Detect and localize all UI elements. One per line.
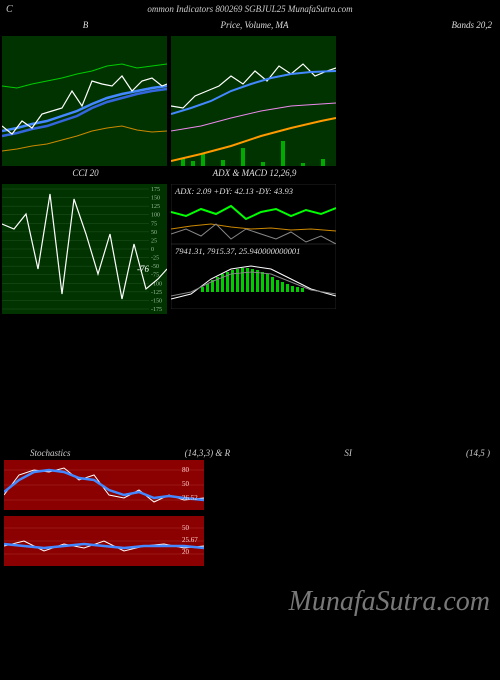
svg-text:80: 80: [182, 466, 190, 474]
svg-text:50: 50: [182, 524, 190, 532]
svg-text:50: 50: [151, 230, 157, 236]
svg-text:ADX: 2.09 +DY: 42.13 -DY: 43.9: ADX: 2.09 +DY: 42.13 -DY: 43.93: [174, 186, 293, 196]
stoch-label-si: SI: [344, 448, 352, 458]
svg-text:-25: -25: [151, 256, 159, 262]
stoch-label-left: Stochastics: [30, 448, 71, 458]
svg-text:-175: -175: [151, 307, 162, 313]
stoch-header: Stochastics (14,3,3) & R SI (14,5 ): [0, 444, 500, 460]
svg-text:175: 175: [151, 187, 160, 193]
header-c: C: [6, 4, 13, 15]
svg-text:-100: -100: [151, 281, 162, 287]
panel-bands-title: Bands 20,2: [340, 18, 498, 36]
page-header: C ommon Indicators 800269 SGBJUL25 Munaf…: [0, 0, 500, 18]
svg-text:7941.31, 7915.37, 25.9400000: 7941.31, 7915.37, 25.940000000001: [175, 246, 300, 256]
svg-text:50: 50: [182, 480, 190, 488]
svg-text:-75: -75: [151, 273, 159, 279]
panel-price: Price, Volume, MA: [171, 18, 338, 166]
chart-stoch1: 80 50 26.52: [4, 460, 204, 510]
stoch-container: 80 50 26.52 50 25.67 20: [0, 460, 500, 566]
stoch-label-mid: (14,3,3) & R: [185, 448, 231, 458]
svg-text:0: 0: [151, 247, 154, 253]
panel-price-title: Price, Volume, MA: [171, 18, 338, 36]
svg-text:150: 150: [151, 196, 160, 202]
stoch-label-right: (14,5 ): [466, 448, 490, 458]
panel-adx-macd: ADX & MACD 12,26,9 ADX: 2.09 +DY: 42.13 …: [171, 166, 338, 314]
chart-b: [2, 36, 167, 166]
svg-text:125: 125: [151, 204, 160, 210]
svg-text:100: 100: [151, 213, 160, 219]
svg-text:26.52: 26.52: [182, 494, 198, 502]
svg-text:-125: -125: [151, 290, 162, 296]
panel-cci: CCI 20 175 150 125 100 75 50 25 0 -25 -50 -75 -100 -…: [2, 166, 169, 314]
panel-b: B: [2, 18, 169, 166]
panel-cci-title: CCI 20: [2, 166, 169, 184]
svg-text:20: 20: [182, 548, 190, 556]
svg-text:-76: -76: [137, 264, 149, 274]
watermark: MunafaSutra.com: [289, 586, 490, 618]
chart-macd: 7941.31, 7915.37, 25.940000000001: [171, 244, 336, 309]
svg-text:25.67: 25.67: [182, 536, 198, 544]
row-2: CCI 20 175 150 125 100 75 50 25 0 -25 -50 -75 -100 -…: [0, 166, 500, 314]
panel-b-title: B: [2, 18, 169, 36]
chart-adx: ADX: 2.09 +DY: 42.13 -DY: 43.93: [171, 184, 336, 244]
gap-space: [0, 314, 500, 444]
chart-stoch2: 50 25.67 20: [4, 516, 204, 566]
svg-text:-50: -50: [151, 264, 159, 270]
panel-bands: Bands 20,2: [340, 18, 498, 166]
svg-text:-150: -150: [151, 298, 162, 304]
svg-text:25: 25: [151, 238, 157, 244]
panel-adx-title: ADX & MACD 12,26,9: [171, 166, 338, 184]
chart-price: [171, 36, 336, 166]
svg-text:75: 75: [151, 221, 157, 227]
header-text: ommon Indicators 800269 SGBJUL25 MunafaS…: [147, 4, 352, 14]
row-1: B Price, Volume, MA Bands 20,2: [0, 18, 500, 166]
chart-cci: 175 150 125 100 75 50 25 0 -25 -50 -75 -100 -125 -150…: [2, 184, 167, 314]
